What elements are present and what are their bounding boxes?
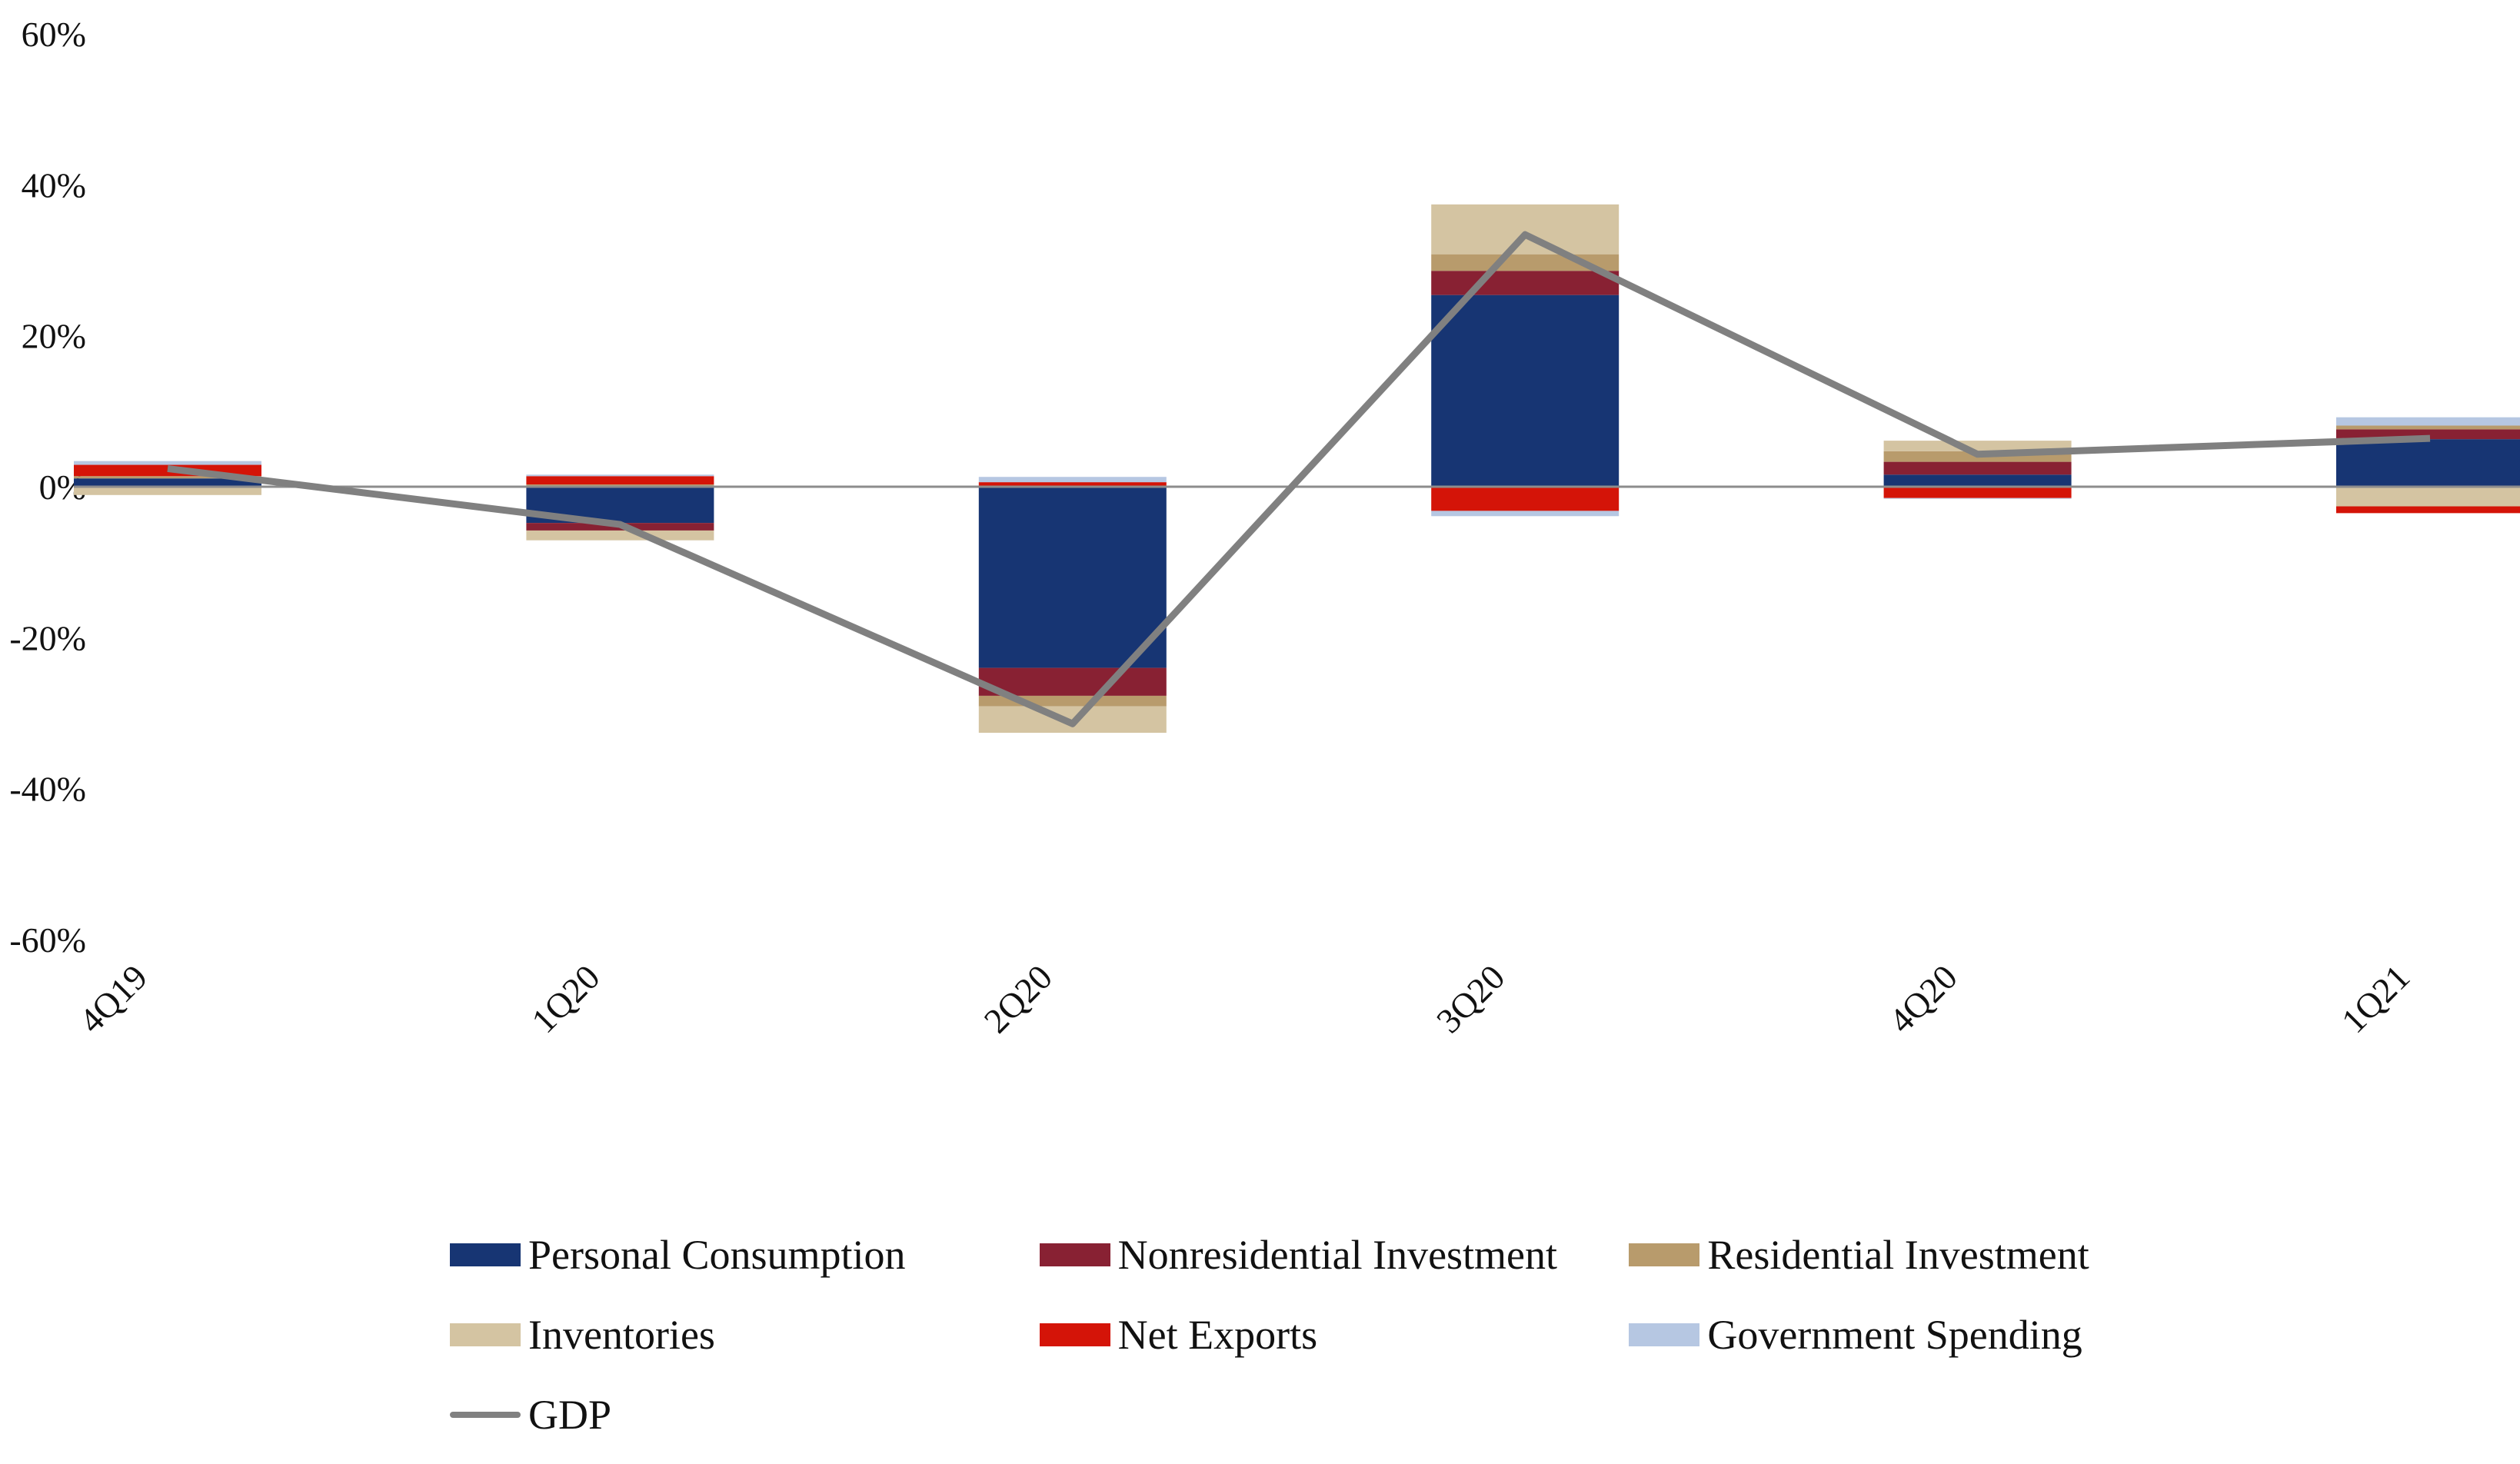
bar-segment-personal-consumption [1883,474,2072,487]
legend-item-personal-consumption: Personal Consumption [450,1231,1040,1279]
y-tick-label: -20% [9,618,86,657]
bar-segment-nonresidential-investment [978,667,1167,696]
legend-swatch-gdp [450,1412,521,1418]
legend-swatch-residential-investment [1629,1243,1700,1266]
legend-item-net-exports: Net Exports [1039,1311,1630,1359]
bar-segment-nonresidential-investment [1431,271,1620,295]
bar-segment-government-spending [74,461,261,465]
y-tick-label: -60% [9,920,86,960]
bar-segment-residential-investment [2336,425,2520,430]
bar-segment-government-spending [978,477,1167,483]
legend-row: Personal Consumption Nonresidential Inve… [450,1215,2219,1295]
chart-canvas: 60%40%20%0%-20%-40%-60% 4Q19 1Q20 2Q20 3Q20… [9,15,2520,1040]
bar-segment-government-spending [1883,497,2072,499]
legend-label: Net Exports [1117,1312,1318,1358]
legend-row: GDP [450,1375,2219,1455]
bar-segment-government-spending [526,474,714,477]
x-axis: 4Q19 1Q20 2Q20 3Q20 4Q20 1Q21 [72,957,2417,1040]
legend-item-gdp: GDP [450,1391,1050,1439]
legend-swatch-personal-consumption [450,1243,521,1266]
bar-segment-residential-investment [74,476,261,479]
legend-label: Nonresidential Investment [1117,1232,1558,1278]
bar-segment-personal-consumption [74,478,261,487]
x-tick-label: 1Q21 [2334,957,2417,1040]
stacked-bars [74,204,2520,734]
legend-row: Inventories Net Exports Government Spend… [450,1295,2219,1375]
bar-segment-inventories [74,487,261,495]
y-tick-label: 20% [22,317,86,356]
y-tick-label: 60% [22,15,86,54]
bar-segment-nonresidential-investment [1883,461,2072,475]
legend-item-inventories: Inventories [450,1311,1040,1359]
legend-label: GDP [528,1392,612,1438]
bar-segment-personal-consumption [2336,439,2520,487]
x-tick-label: 1Q20 [524,957,607,1040]
bar-segment-net-exports [526,476,714,485]
legend-item-government-spending: Government Spending [1629,1311,2219,1359]
x-tick-label: 3Q20 [1429,957,1512,1040]
y-tick-label: -40% [9,770,86,809]
bar-segment-net-exports [1431,487,1620,511]
bar-segment-net-exports [978,482,1167,487]
x-tick-label: 4Q19 [72,957,155,1040]
x-tick-label: 4Q20 [1881,957,1964,1040]
bar-segment-inventories [526,530,714,541]
bar-segment-personal-consumption [978,487,1167,668]
legend-label: Government Spending [1707,1312,2082,1358]
bar-segment-inventories [1883,441,2072,451]
bar-stack-2q20 [978,477,1167,734]
legend-swatch-inventories [450,1323,521,1346]
legend-label: Inventories [528,1312,715,1358]
bar-segment-inventories [2336,487,2520,507]
x-tick-label: 2Q20 [977,957,1060,1040]
legend-label: Personal Consumption [528,1232,906,1278]
legend-item-residential-investment: Residential Investment [1629,1231,2219,1279]
bar-stack-3q20 [1431,204,1620,517]
bar-stack-1q20 [526,474,714,541]
bar-segment-personal-consumption [1431,294,1620,487]
bar-segment-net-exports [1883,487,2072,498]
bar-segment-net-exports [2336,506,2520,514]
bar-segment-government-spending [1431,511,1620,517]
bar-segment-government-spending [2336,417,2520,426]
line-gdp [167,231,2431,727]
legend-swatch-nonresidential-investment [1039,1243,1110,1266]
legend-label: Residential Investment [1707,1232,2089,1278]
bar-stack-1q21 [2336,417,2520,514]
legend-swatch-government-spending [1629,1323,1700,1346]
legend-item-nonresidential-investment: Nonresidential Investment [1039,1231,1630,1279]
y-tick-label: 40% [22,165,86,205]
bar-segment-inventories [1431,204,1620,255]
gdp-line-layer [167,231,2431,727]
legend-swatch-net-exports [1039,1323,1110,1346]
legend: Personal Consumption Nonresidential Inve… [450,1215,2219,1455]
